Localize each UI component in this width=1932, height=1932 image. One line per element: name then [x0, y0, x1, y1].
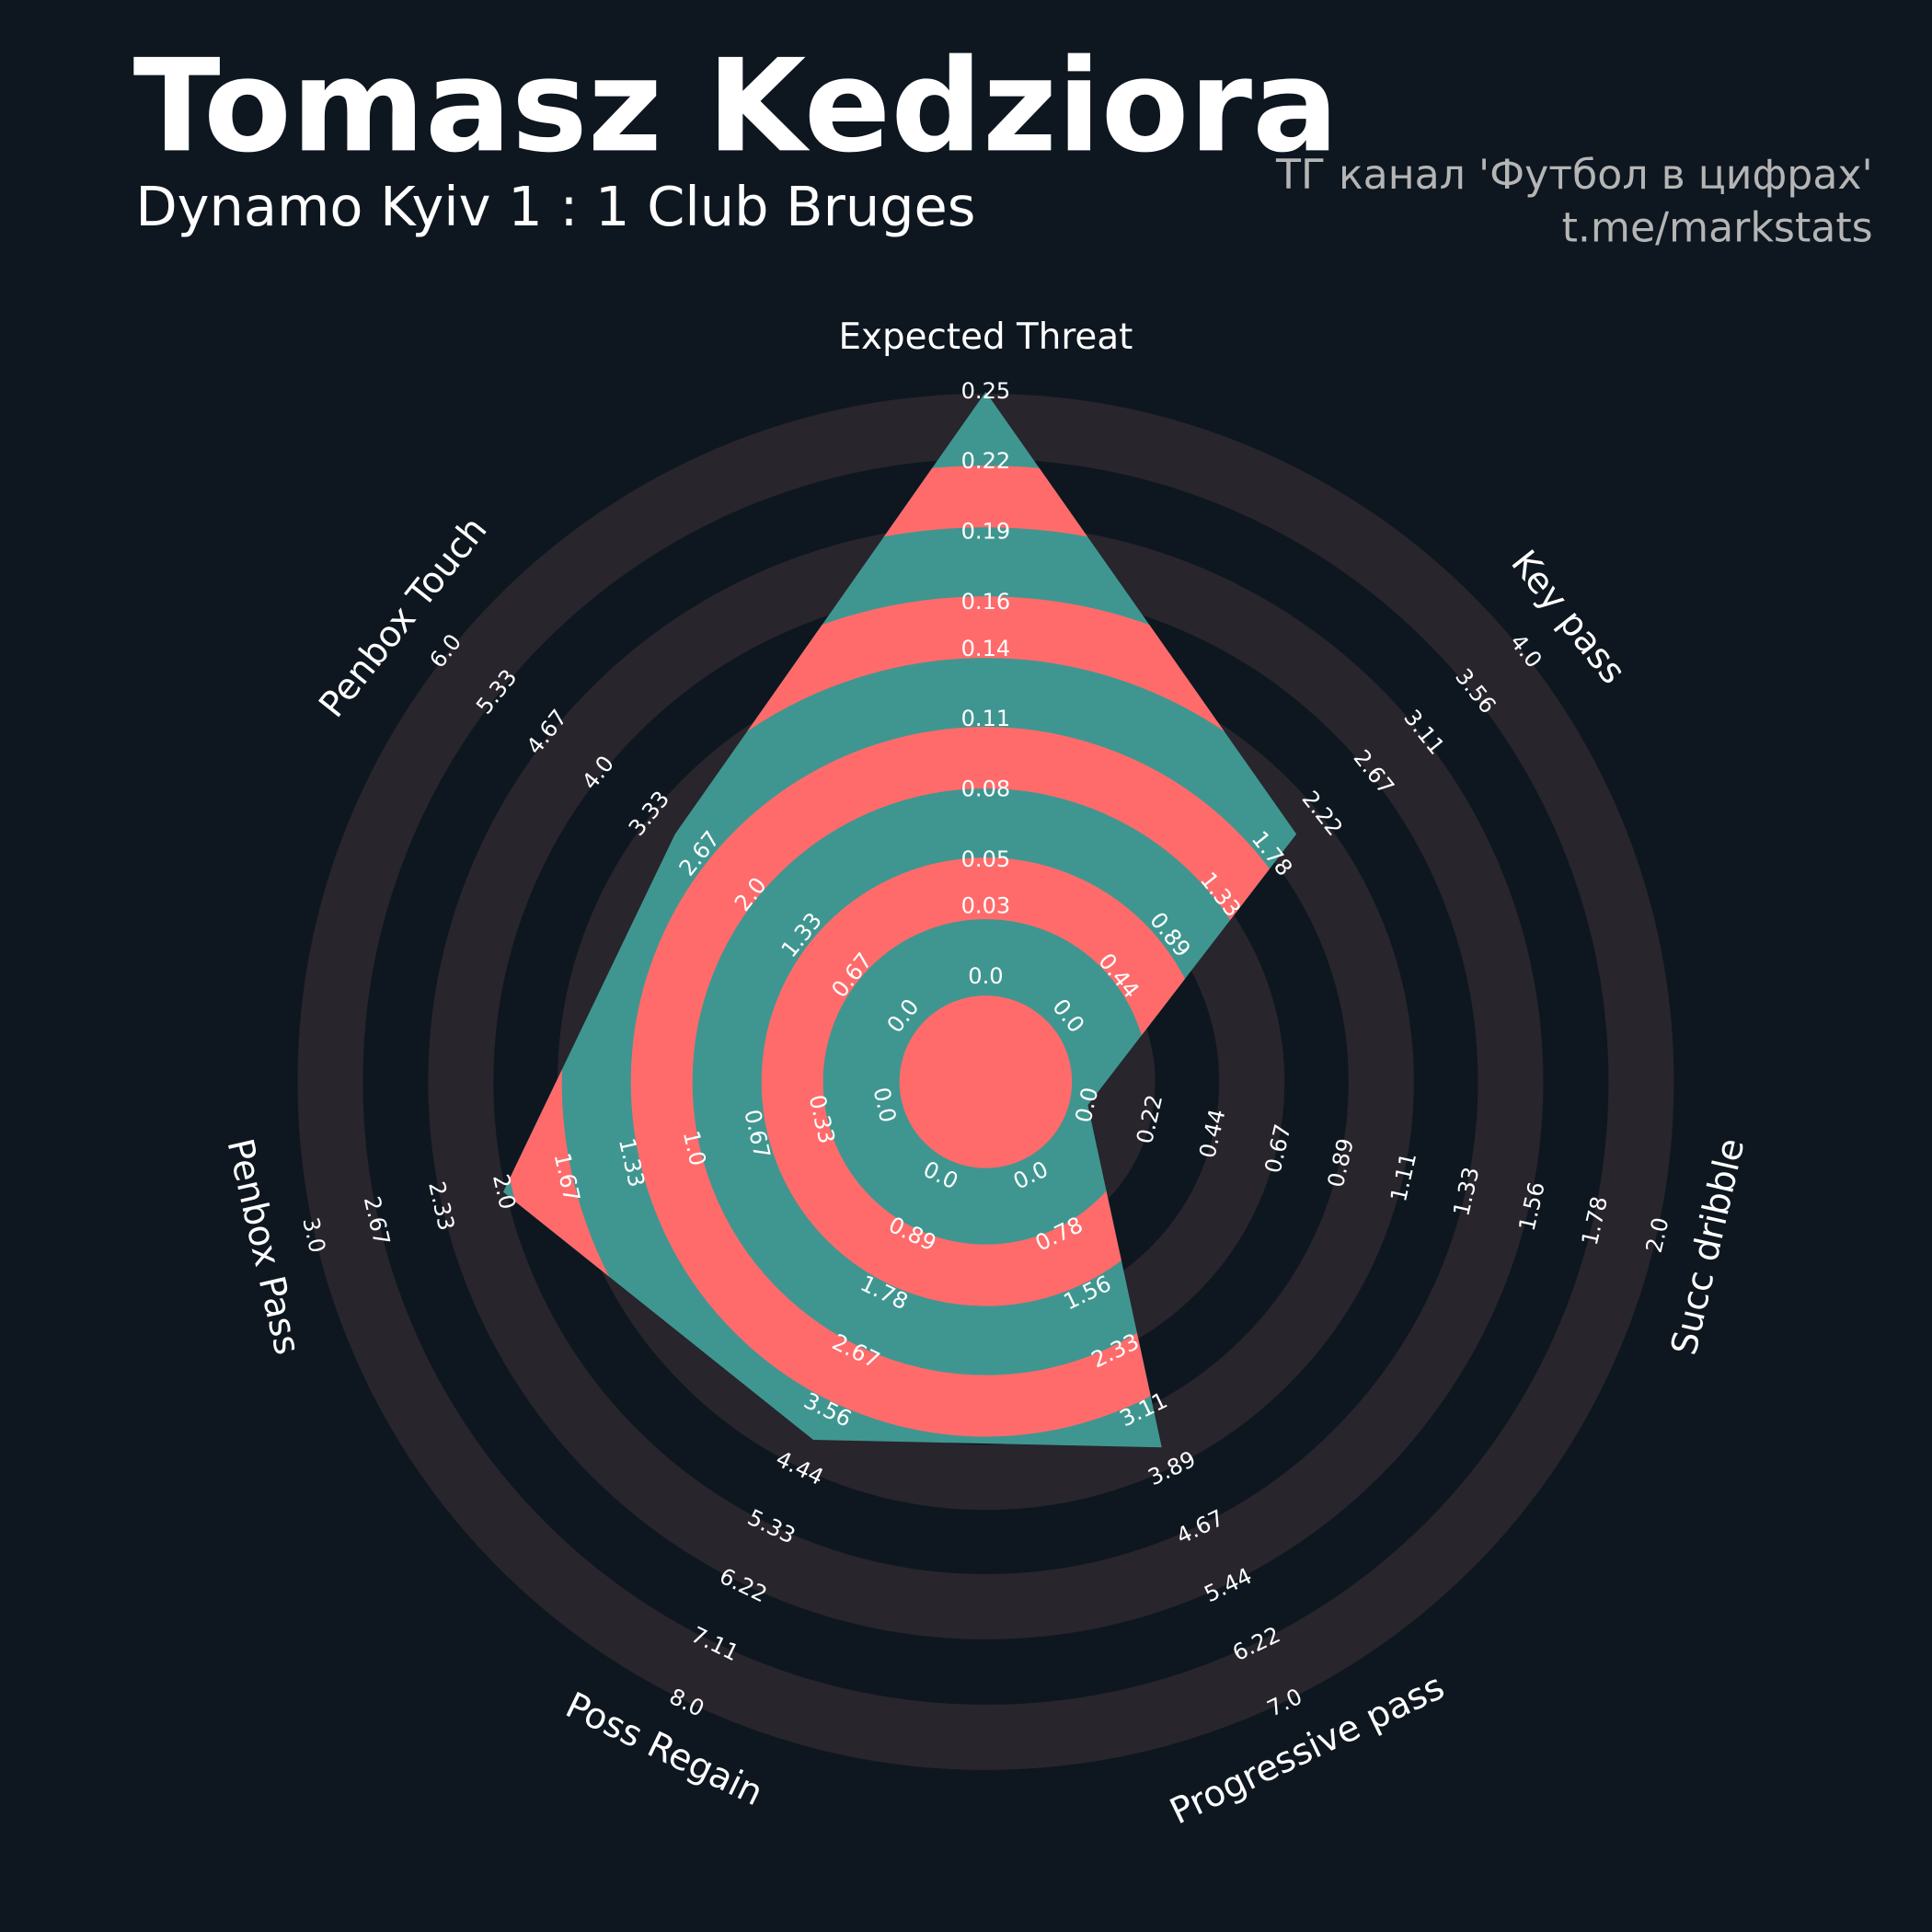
polygon-ring: [630, 727, 1297, 1437]
tick-label: 0.05: [961, 846, 1011, 872]
tick-label: 0.22: [961, 448, 1011, 474]
tick-label: 0.25: [961, 378, 1011, 404]
tick-label: 0.08: [961, 776, 1011, 801]
credit: ТГ канал 'Футбол в цифрах': [1275, 152, 1873, 199]
center-circle: [899, 995, 1073, 1168]
tick-label: 0.14: [961, 636, 1011, 661]
polygon-ring: [502, 466, 1297, 1448]
chart-subtitle: Dynamo Kyiv 1 : 1 Club Bruges: [135, 175, 975, 238]
chart-title: Tomasz Kedziora: [133, 31, 1339, 180]
tick-label: 0.16: [961, 589, 1011, 615]
credit: t.me/markstats: [1562, 205, 1873, 252]
tick-label: 0.0: [968, 963, 1003, 989]
tick-label: 0.03: [961, 893, 1011, 919]
tick-label: 0.11: [961, 706, 1011, 731]
tick-label: 0.19: [961, 519, 1011, 545]
axis-label: Expected Threat: [839, 316, 1133, 358]
